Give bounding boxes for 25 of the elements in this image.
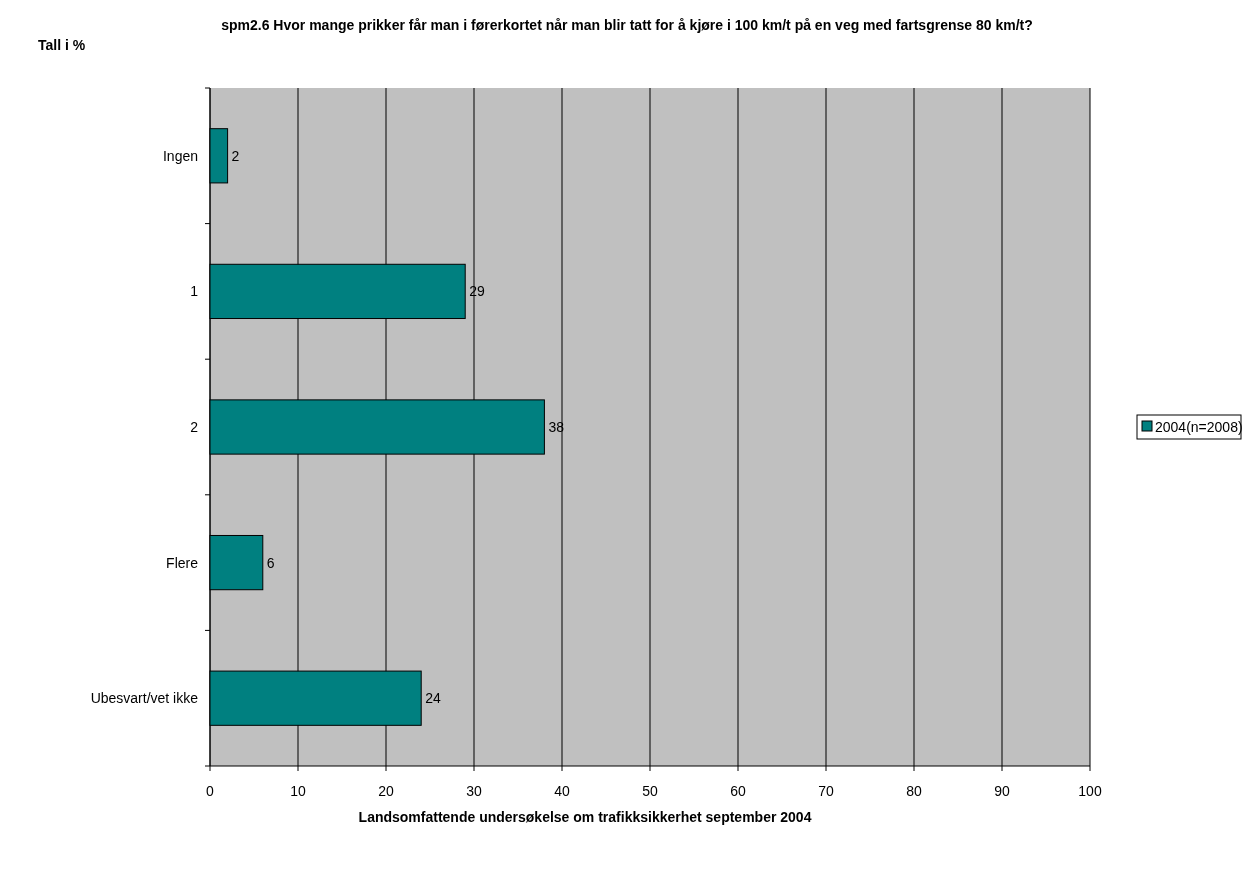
x-tick-label: 0 (206, 783, 215, 799)
text: Landsomfattende undersøkelse om trafikksikkerhet september 2004 (358, 809, 812, 825)
data-label: 29 (469, 283, 485, 300)
x-tick-label: 40 (554, 783, 570, 799)
x-tick-label: 90 (994, 783, 1010, 799)
y-tick-label: Ingen (162, 147, 198, 164)
y-axis-title: Tall i % (38, 37, 86, 53)
data-label: 2 (231, 147, 240, 164)
x-tick-label: 60 (730, 783, 746, 799)
x-tick-label: 10 (290, 783, 306, 799)
data-label: 24 (425, 690, 441, 707)
x-tick-label: 30 (466, 783, 482, 799)
x-tick-label: 70 (818, 783, 834, 799)
legend-label: 2004(n=2008) (1155, 419, 1243, 435)
y-tick-label: Ubesvart/vet ikke (90, 690, 199, 707)
x-tick-label: 80 (906, 783, 922, 799)
y-tick-label: Flere (166, 554, 199, 571)
data-label: 6 (266, 554, 275, 571)
data-label: 38 (548, 419, 565, 435)
chart-title: spm2.6 Hvor mange prikker får man i førerkortet når man blir tatt for å kjøre i 100 km/t på en veg med fartsgrense 80 km/t? (221, 17, 1033, 33)
y-tick-label: 1 (190, 283, 199, 300)
y-tick-label: 2 (190, 419, 199, 435)
x-tick-label: 100 (1078, 783, 1102, 799)
x-tick-label: 50 (642, 783, 658, 799)
x-tick-label: 20 (378, 783, 394, 799)
